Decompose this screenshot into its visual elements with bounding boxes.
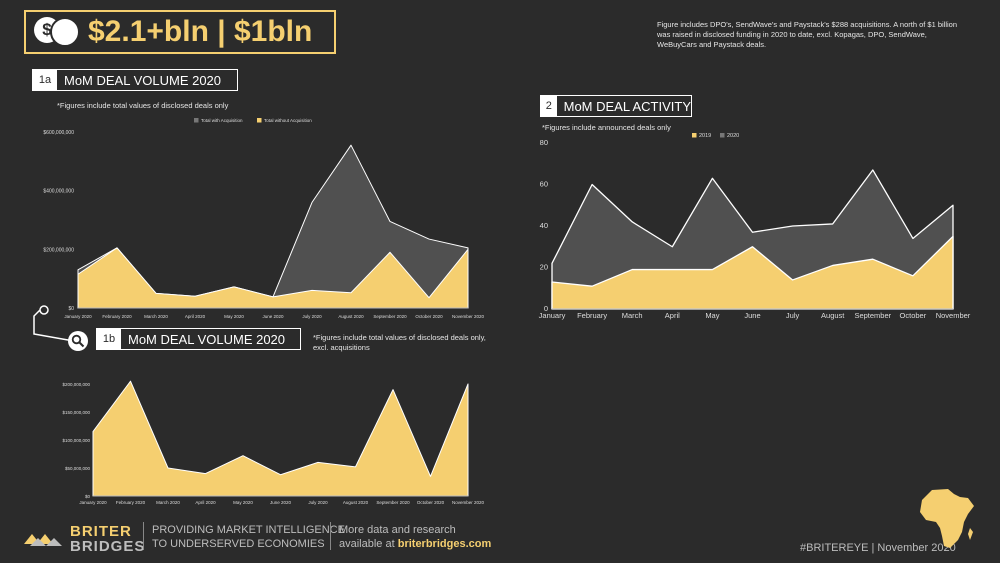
y-tick-label: $200,000,000	[43, 247, 74, 253]
x-category-label: January 2020	[79, 500, 107, 505]
magnifier-icon	[68, 331, 88, 351]
y-tick-label: $0	[85, 494, 91, 499]
x-category-label: February	[577, 311, 607, 320]
x-category-label: September 2020	[373, 314, 407, 319]
x-category-label: November 2020	[452, 500, 485, 505]
y-tick-label: 40	[540, 221, 548, 230]
more-info-prefix: available at	[339, 538, 398, 550]
y-tick-label: $100,000,000	[62, 438, 90, 443]
section-2-number: 2	[541, 96, 557, 116]
x-category-label: January	[539, 311, 566, 320]
x-category-label: April 2020	[185, 314, 206, 319]
coin-icon: $	[34, 17, 80, 47]
x-category-label: September 2020	[376, 500, 410, 505]
hashtag: #BRITEREYE | November 2020	[800, 542, 956, 554]
y-tick-label: $400,000,000	[43, 189, 74, 195]
x-category-label: July	[786, 311, 800, 320]
section-1b-number: 1b	[97, 329, 121, 349]
chart-2: 0 20 40 60 80 January February March April May Jun…	[539, 133, 971, 320]
headline-box: $ $2.1+bln | $1bln	[24, 10, 336, 54]
legend-label: Total with Acquisition	[201, 118, 243, 123]
section-1a-title: MoM DEAL VOLUME 2020	[64, 72, 222, 88]
x-category-label: April 2020	[195, 500, 216, 505]
x-category-label: March 2020	[156, 500, 180, 505]
header-note: Figure includes DPO's, SendWave's and Pa…	[657, 20, 958, 49]
x-category-label: August 2020	[338, 314, 364, 319]
x-category-label: July 2020	[302, 314, 322, 319]
x-category-label: February 2020	[116, 500, 146, 505]
legend-swatch	[257, 118, 262, 123]
tagline: PROVIDING MARKET INTELLIGENCE TO UNDERSE…	[152, 523, 345, 551]
footer-divider	[143, 522, 144, 550]
section-1a-header: 1a MoM DEAL VOLUME 2020	[32, 69, 238, 91]
y-tick-label: 20	[540, 263, 548, 272]
headline: $2.1+bln | $1bln	[88, 15, 313, 48]
legend-swatch	[720, 133, 725, 138]
x-category-label: April	[665, 311, 680, 320]
x-category-label: June	[744, 311, 760, 320]
legend-label: 2020	[727, 133, 739, 139]
legend-swatch	[194, 118, 199, 123]
x-category-label: January 2020	[64, 314, 92, 319]
y-tick-label: $50,000,000	[65, 466, 91, 471]
y-tick-label: $0	[68, 306, 74, 312]
x-category-label: November	[936, 311, 971, 320]
section-2-title: MoM DEAL ACTIVITY	[563, 98, 691, 114]
legend-swatch	[692, 133, 697, 138]
y-tick-label: 60	[540, 180, 548, 189]
x-category-label: May 2020	[224, 314, 244, 319]
more-info: More data and research available at brit…	[339, 523, 491, 551]
brand-line-1: BRITER	[70, 523, 132, 540]
more-info-line-1: More data and research	[339, 524, 456, 536]
x-category-label: October 2020	[415, 314, 443, 319]
x-category-label: February 2020	[102, 314, 132, 319]
section-1a-number: 1a	[33, 70, 57, 90]
y-tick-label: 0	[544, 304, 548, 313]
x-category-label: May 2020	[233, 500, 253, 505]
y-tick-label: $150,000,000	[62, 410, 90, 415]
x-category-label: June 2020	[262, 314, 284, 319]
y-tick-label: 80	[540, 138, 548, 147]
section-2-header: 2 MoM DEAL ACTIVITY	[540, 95, 692, 117]
x-category-label: June 2020	[270, 500, 292, 505]
x-category-label: November 2020	[452, 314, 485, 319]
x-category-label: October 2020	[417, 500, 445, 505]
tagline-line-1: PROVIDING MARKET INTELLIGENCE	[152, 524, 345, 536]
x-category-label: August 2020	[343, 500, 369, 505]
section-1b-note: *Figures include total values of disclos…	[313, 333, 486, 352]
brand-line-2: BRIDGES	[70, 538, 146, 555]
x-category-label: September	[854, 311, 891, 320]
legend-label: Total without Acquisition	[264, 118, 312, 123]
tagline-line-2: TO UNDERSERVED ECONOMIES	[152, 538, 325, 550]
chart-1b: $0 $50,000,000 $100,000,000 $150,000,000 $20…	[62, 380, 485, 505]
footer-divider-2	[330, 522, 331, 550]
website-link[interactable]: briterbridges.com	[397, 538, 492, 550]
chart-1a: $0 $200,000,000 $400,000,000 $600,000,000 Ja…	[43, 118, 485, 319]
section-1a-note: *Figures include total values of disclos…	[57, 101, 229, 110]
area-series-total-without-acquisition	[92, 380, 469, 497]
y-tick-label: $200,000,000	[62, 382, 90, 387]
x-category-label: October	[900, 311, 927, 320]
x-category-label: March	[622, 311, 643, 320]
x-category-label: August	[821, 311, 845, 320]
briter-bridges-logo-icon: BRITER BRIDGES	[24, 524, 145, 554]
section-1b-title: MoM DEAL VOLUME 2020	[128, 331, 286, 347]
section-1b-header: 1b MoM DEAL VOLUME 2020	[96, 328, 301, 350]
x-category-label: July 2020	[308, 500, 328, 505]
x-category-label: March 2020	[144, 314, 168, 319]
x-category-label: May	[705, 311, 719, 320]
africa-map-icon	[920, 489, 974, 548]
area-series-total-without-acquisition	[77, 247, 469, 309]
area-series-2019	[551, 235, 954, 310]
y-tick-label: $600,000,000	[43, 130, 74, 136]
legend-label: 2019	[699, 133, 711, 139]
section-2-note: *Figures include announced deals only	[542, 123, 671, 132]
